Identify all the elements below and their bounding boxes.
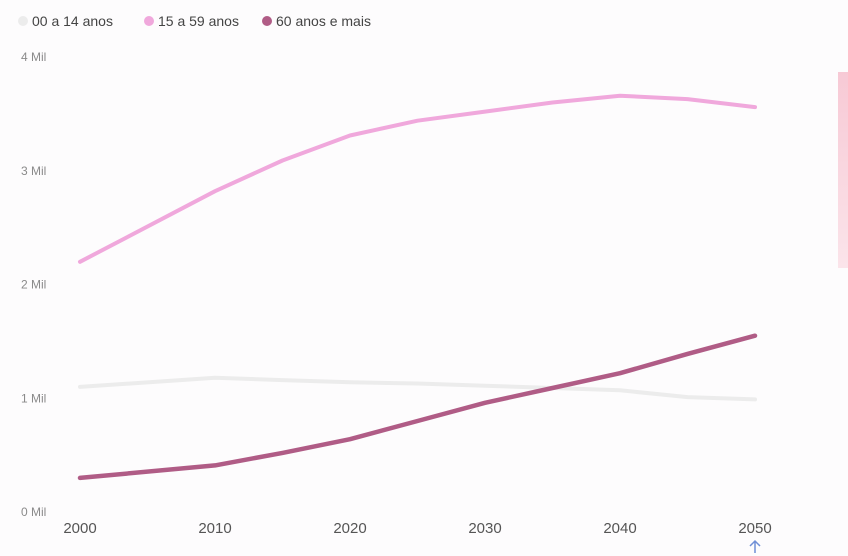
- legend-swatch: [18, 16, 28, 26]
- legend-label[interactable]: 15 a 59 anos: [158, 13, 239, 29]
- series-line-2[interactable]: [77, 333, 758, 481]
- legend-swatch: [262, 16, 272, 26]
- y-tick-label: 4 Mil: [21, 50, 46, 64]
- x-tick-label: 2040: [603, 520, 636, 537]
- legend-swatch: [144, 16, 154, 26]
- x-axis: 2000 2010 2020 2030 2040 2050: [63, 520, 771, 537]
- y-tick-label: 2 Mil: [21, 278, 46, 292]
- series-lines: [77, 93, 758, 481]
- legend[interactable]: 00 a 14 anos 15 a 59 anos 60 anos e mais: [18, 13, 371, 29]
- y-tick-label: 3 Mil: [21, 164, 46, 178]
- legend-label[interactable]: 60 anos e mais: [276, 13, 371, 29]
- x-tick-label: 2030: [468, 520, 501, 537]
- x-tick-label: 2020: [333, 520, 366, 537]
- y-tick-label: 1 Mil: [21, 391, 46, 405]
- series-line-1[interactable]: [78, 93, 757, 264]
- side-panel-edge: [838, 72, 848, 268]
- legend-label[interactable]: 00 a 14 anos: [32, 13, 113, 29]
- x-tick-label: 2010: [198, 520, 231, 537]
- y-axis: 0 Mil 1 Mil 2 Mil 3 Mil 4 Mil: [21, 50, 46, 519]
- x-tick-label: 2000: [63, 520, 96, 537]
- series-line-0[interactable]: [78, 375, 757, 402]
- sort-arrow-icon[interactable]: [749, 539, 761, 553]
- y-tick-label: 0 Mil: [21, 505, 46, 519]
- x-tick-label: 2050: [738, 520, 771, 537]
